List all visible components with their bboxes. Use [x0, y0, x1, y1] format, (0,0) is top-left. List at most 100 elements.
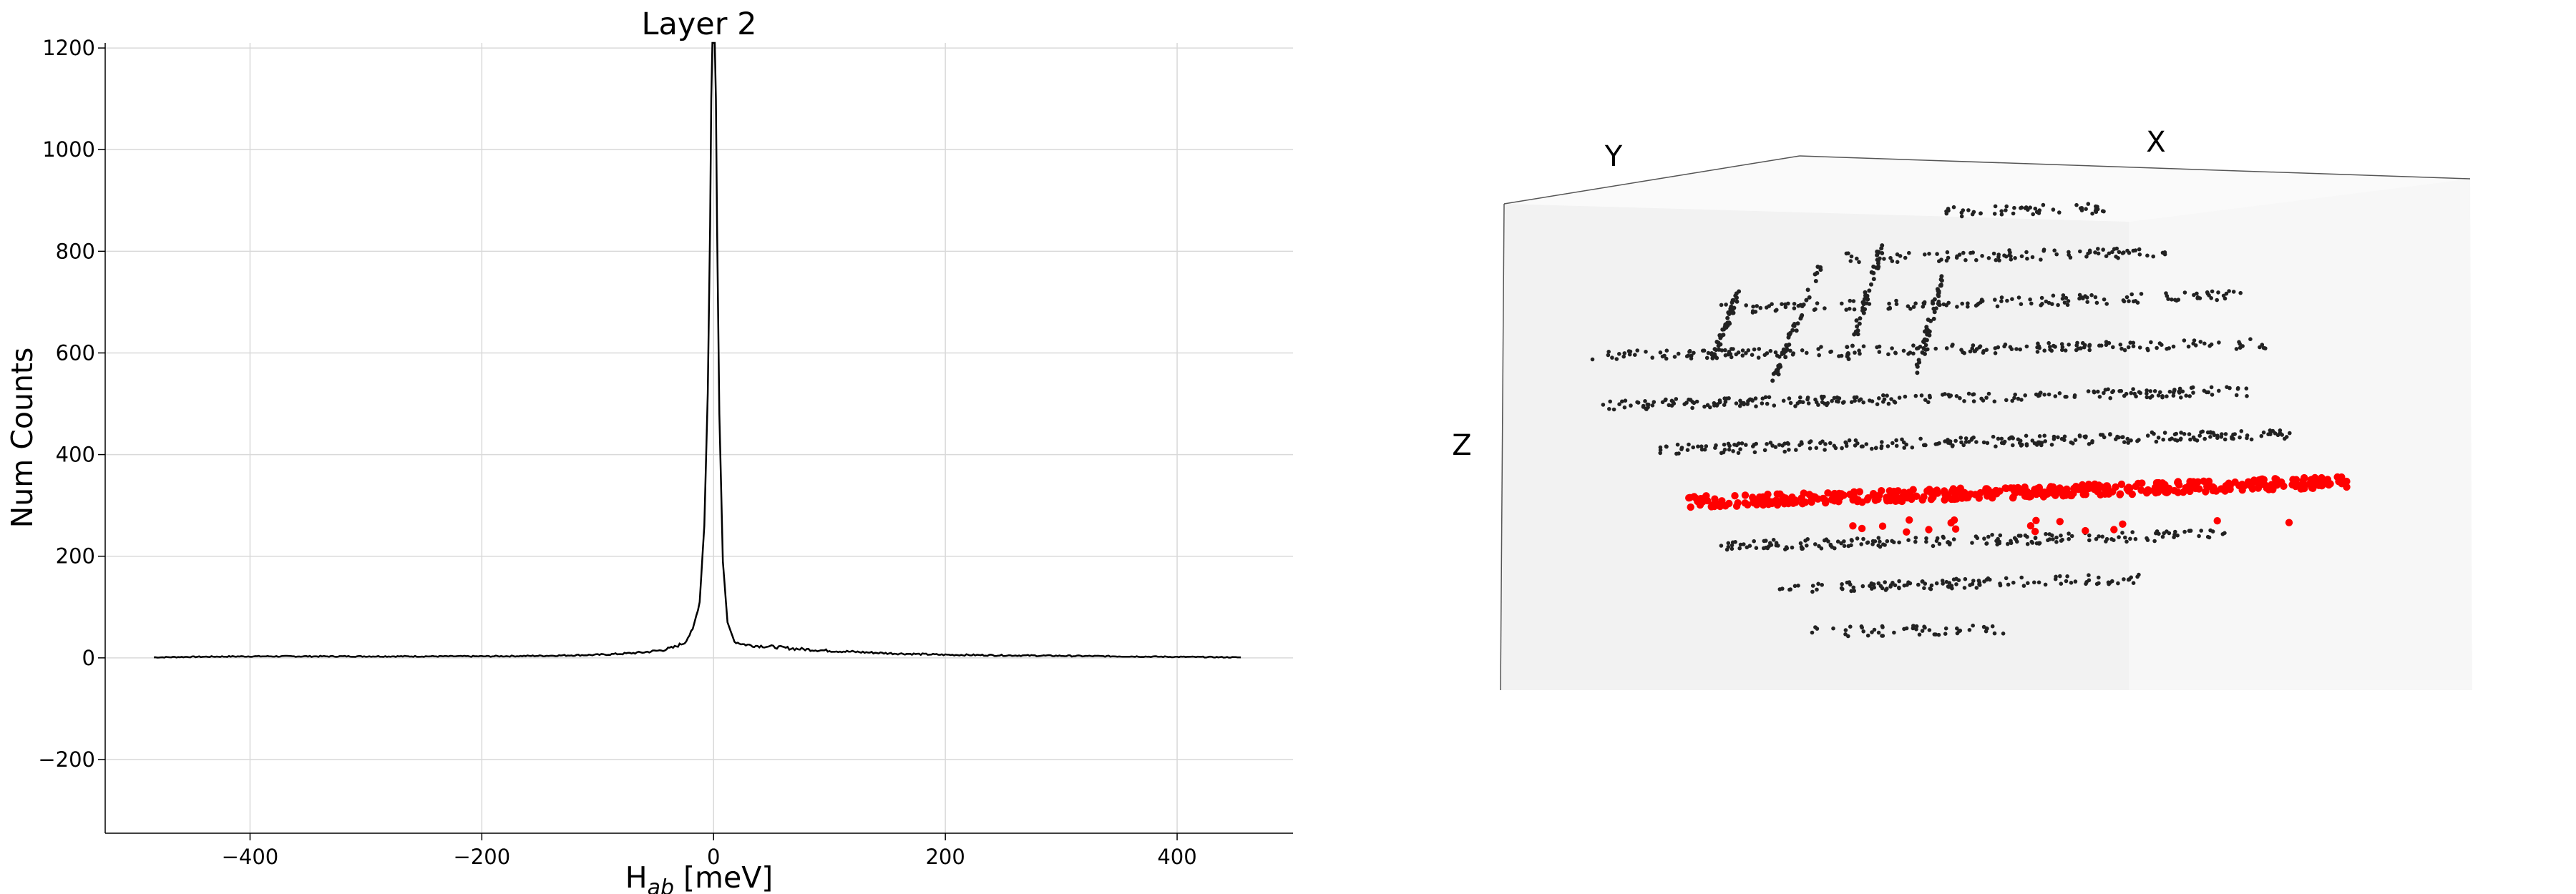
scatter-point-highlighted	[1883, 494, 1890, 503]
scatter-point	[1900, 437, 1904, 442]
scatter-point	[2108, 432, 2112, 437]
scatter-point	[2104, 254, 2109, 259]
scatter-point	[1614, 357, 1619, 361]
scatter-point	[1913, 536, 1918, 540]
scatter-point-highlighted	[1864, 494, 1872, 502]
scatter-point	[2155, 345, 2159, 350]
scatter-point	[2118, 343, 2123, 347]
scatter-points-dark	[1590, 202, 2292, 639]
scatter-point	[2210, 393, 2215, 397]
scatter-point	[1897, 540, 1901, 545]
scatter-3d-chart: Y X Z	[1452, 126, 2472, 691]
scatter-point	[1768, 441, 1773, 445]
scatter-point	[1804, 298, 1809, 303]
scatter-point	[2089, 293, 2094, 298]
scatter-point	[2137, 438, 2141, 442]
scatter-point	[2086, 251, 2090, 256]
scatter-point	[2120, 531, 2124, 535]
scatter-point-highlighted	[2056, 518, 2064, 526]
scatter-point-highlighted	[1941, 487, 1948, 495]
scatter-point	[2238, 342, 2242, 346]
scatter-point	[2199, 529, 2203, 533]
scatter-point	[2245, 394, 2249, 398]
scatter-point	[1800, 348, 1805, 353]
scatter-point	[2025, 256, 2029, 261]
scatter-point	[1852, 395, 1857, 400]
scatter-point	[1974, 347, 1979, 351]
scatter-point	[2145, 433, 2150, 438]
scatter-point	[1986, 256, 1991, 260]
scatter-point	[1916, 582, 1921, 587]
scatter-point	[1951, 537, 1956, 541]
scatter-point	[1823, 448, 1827, 452]
scatter-point	[2012, 205, 2016, 210]
scatter-point	[2179, 431, 2183, 435]
scatter-point	[2069, 534, 2074, 539]
scatter-point	[2124, 295, 2129, 300]
scatter-point	[1712, 352, 1717, 357]
scatter-point	[1890, 259, 1895, 263]
scatter-point	[1902, 446, 1906, 450]
scatter-point	[2191, 435, 2196, 440]
scatter-point	[2179, 436, 2183, 441]
scatter-point	[1992, 212, 1997, 216]
scatter-point	[1993, 298, 1997, 302]
scatter-point	[1930, 300, 1935, 305]
scatter-point	[1880, 440, 1884, 444]
scatter-point	[2137, 247, 2142, 252]
scatter-point	[1690, 400, 1695, 404]
scatter-point	[1926, 318, 1931, 322]
scatter-point	[2171, 344, 2176, 349]
scatter-point	[1757, 347, 1762, 351]
scatter-point	[1857, 321, 1862, 326]
scatter-point	[2019, 302, 2024, 307]
scatter-point-highlighted	[1896, 496, 1904, 505]
scatter-point	[1792, 322, 1797, 326]
scatter-point	[2162, 431, 2167, 435]
scatter-point	[1767, 544, 1771, 549]
scatter-point-highlighted	[1906, 516, 1913, 524]
scatter-point	[1796, 584, 1800, 588]
scatter-point-highlighted	[1963, 493, 1972, 501]
scatter-point	[1787, 587, 1792, 592]
scatter-point-highlighted	[2174, 478, 2182, 486]
scatter-point	[2182, 529, 2187, 534]
scatter-point	[1897, 579, 1901, 584]
scatter-point	[1876, 630, 1881, 635]
scatter-point	[1849, 543, 1853, 548]
scatter-point	[1932, 310, 1937, 315]
scatter-point	[1736, 350, 1741, 355]
scatter-point	[1750, 398, 1755, 403]
scatter-point	[1996, 345, 2001, 350]
scatter-point	[2223, 432, 2228, 436]
scatter-point	[1921, 579, 1925, 584]
scatter-point	[2021, 584, 2026, 588]
scatter-point	[2170, 298, 2174, 302]
scatter-point	[2004, 208, 2008, 212]
scatter-point	[1756, 355, 1761, 360]
scatter-point	[2090, 439, 2094, 443]
scatter-point	[1960, 301, 1964, 306]
scatter-point	[2059, 342, 2064, 346]
scatter-point	[1818, 265, 1823, 270]
scatter-point	[1994, 257, 1999, 262]
scatter-point	[1890, 346, 1894, 350]
scatter-point	[1751, 444, 1755, 448]
scatter-point	[2154, 439, 2159, 444]
scatter-point	[1658, 445, 1663, 450]
scatter-point	[1851, 299, 1856, 303]
scatter-point-highlighted	[1982, 485, 1990, 493]
scatter-point-highlighted	[1903, 528, 1911, 536]
scatter-point	[2084, 207, 2088, 212]
scatter-point	[1992, 399, 1997, 404]
scatter-point	[2032, 580, 2036, 585]
scatter-point	[1968, 349, 1973, 354]
scatter-point-highlighted	[1850, 493, 1858, 501]
scatter-point	[2067, 343, 2071, 347]
scatter-point	[1887, 301, 1891, 306]
scatter-point	[2050, 302, 2054, 306]
scatter-point	[1929, 583, 1934, 588]
scatter-point-highlighted	[2094, 488, 2102, 496]
scatter-point	[1684, 401, 1689, 405]
scatter-point	[2129, 390, 2133, 396]
